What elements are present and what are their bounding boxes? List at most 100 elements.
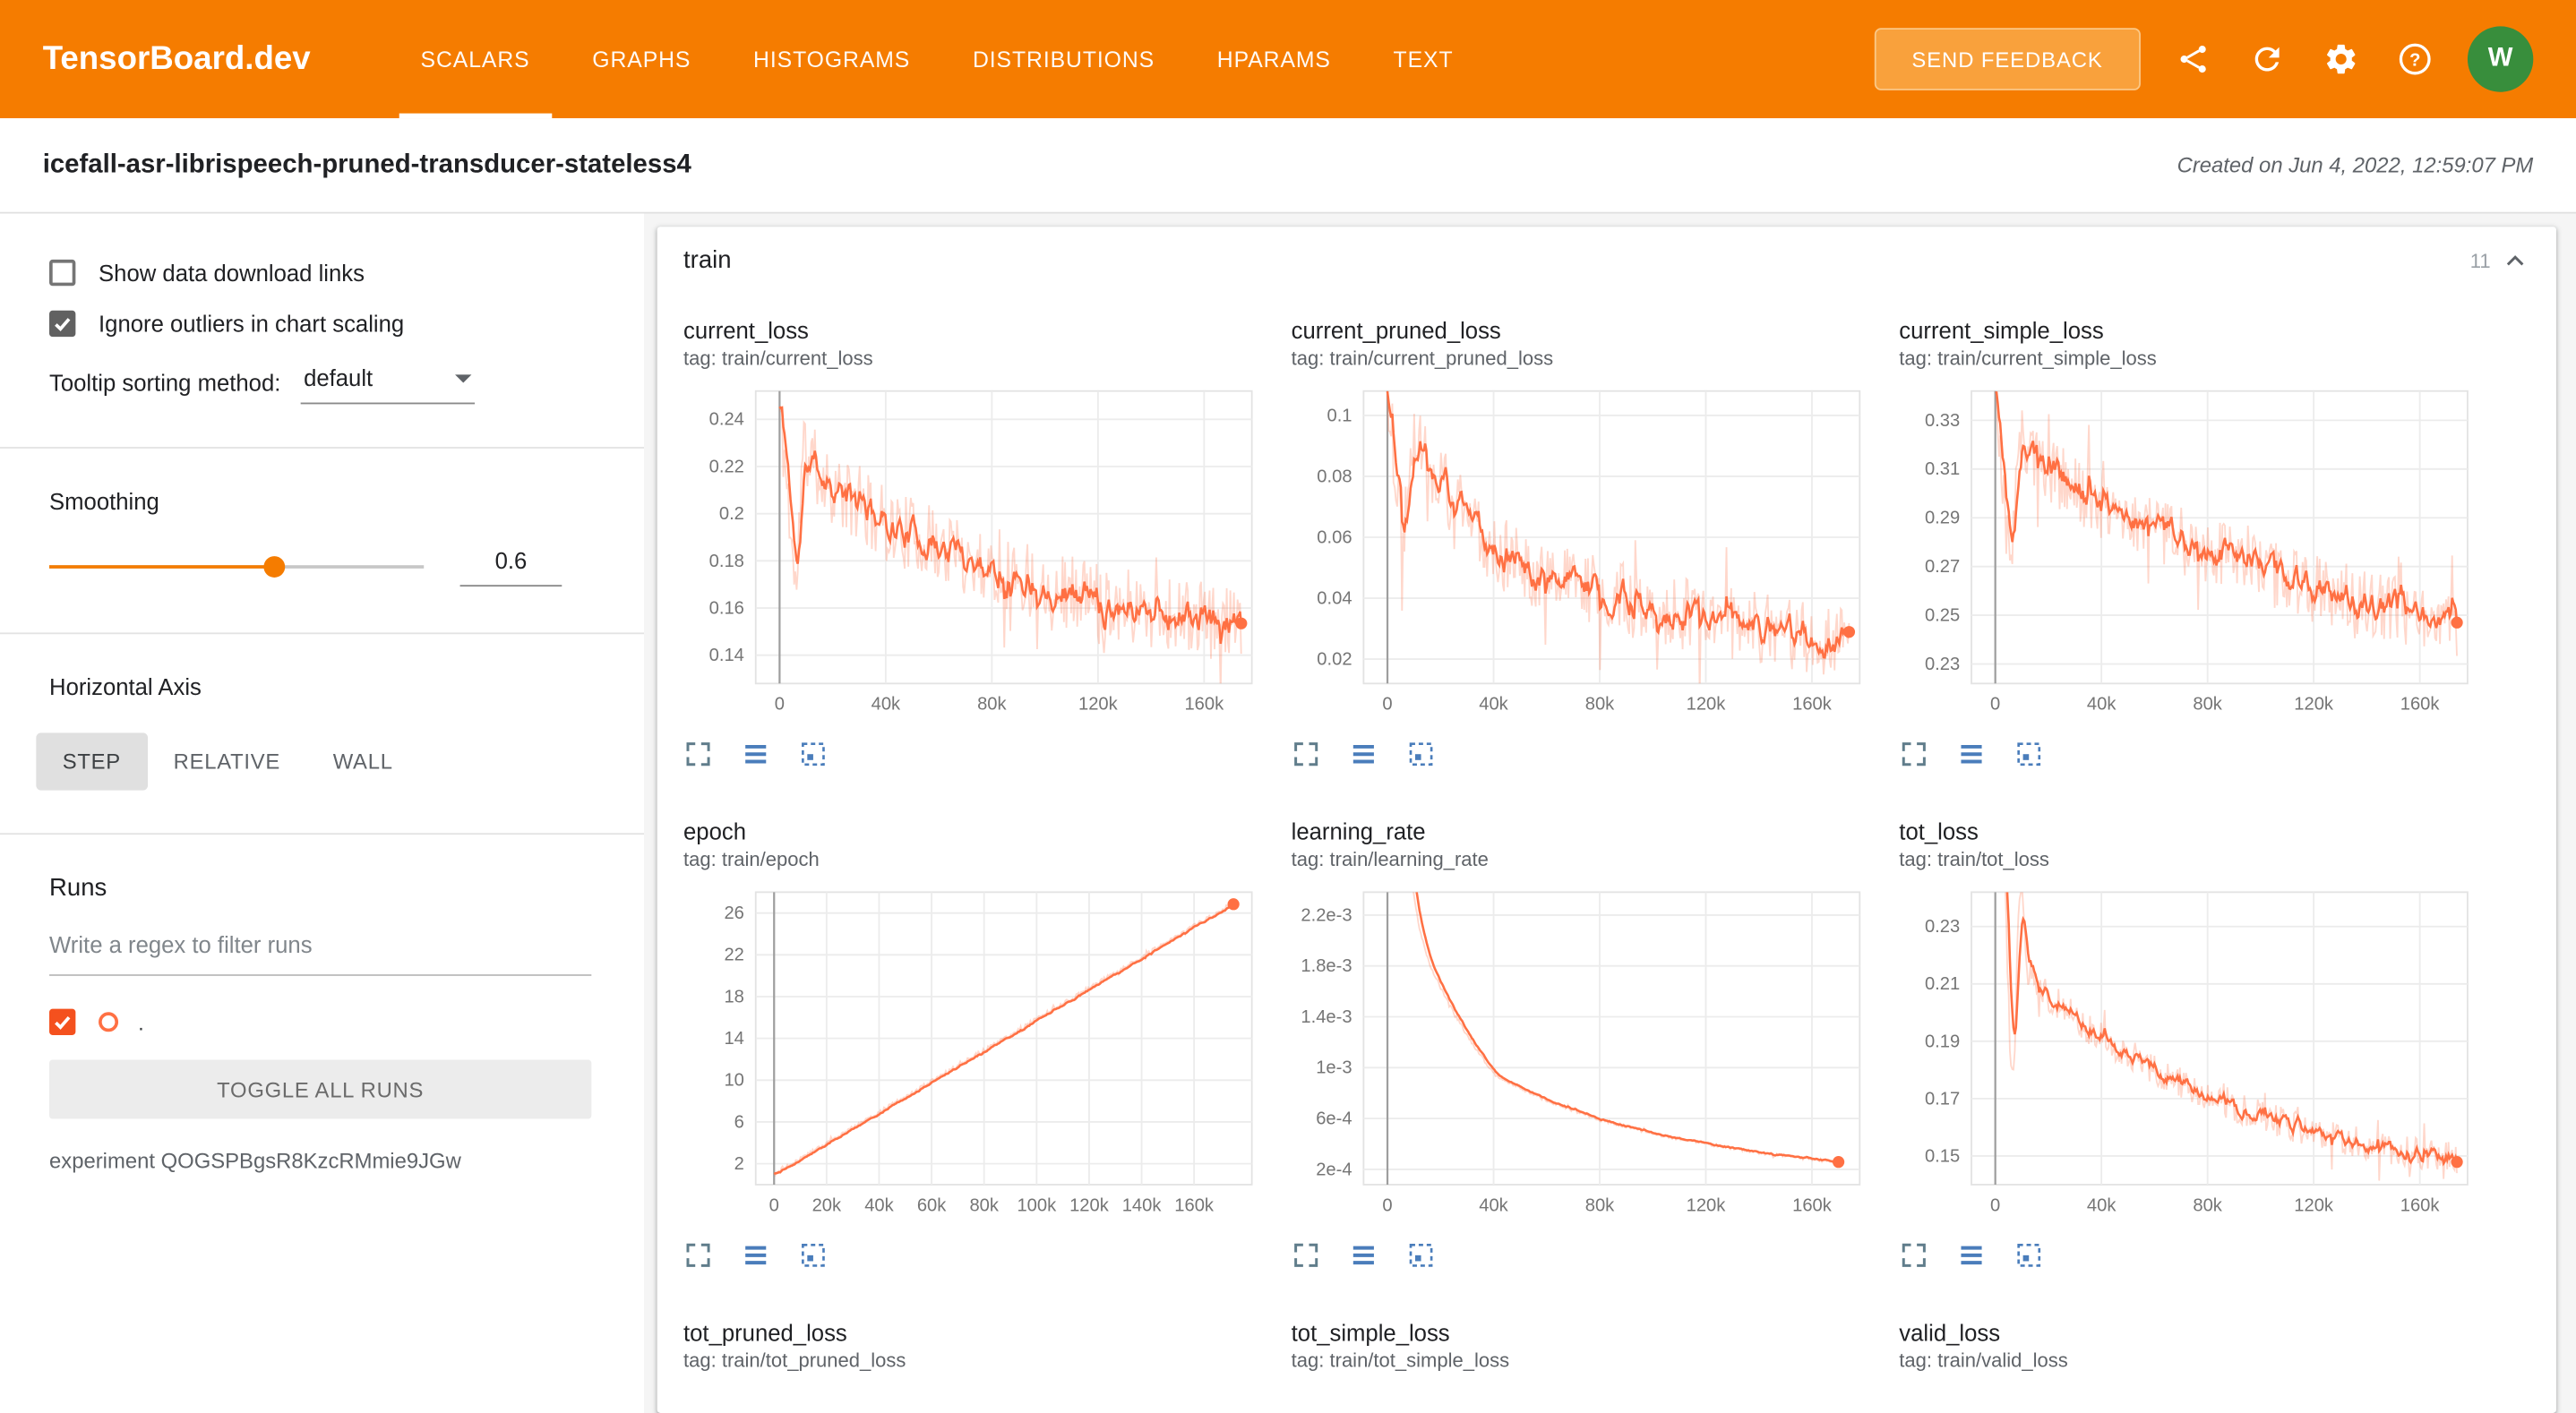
scalar-chart-card: current_pruned_loss tag: train/current_pr… xyxy=(1292,317,1870,769)
app-logo[interactable]: TensorBoard.dev xyxy=(42,39,311,77)
avatar[interactable]: W xyxy=(2467,26,2534,92)
smoothing-slider[interactable] xyxy=(49,556,425,578)
svg-text:26: 26 xyxy=(724,903,743,923)
tab-text[interactable]: TEXT xyxy=(1393,47,1454,72)
fit-domain-button[interactable] xyxy=(798,740,828,769)
fit-domain-button[interactable] xyxy=(798,1240,828,1270)
scalar-line-chart[interactable] xyxy=(683,1383,1262,1413)
svg-text:10: 10 xyxy=(724,1071,743,1091)
chart-title: epoch xyxy=(683,818,747,845)
svg-text:2e-4: 2e-4 xyxy=(1316,1160,1352,1179)
run-color-swatch xyxy=(99,1012,119,1032)
svg-text:40k: 40k xyxy=(2087,695,2117,715)
data-table-button[interactable] xyxy=(741,1240,770,1270)
smoothing-value-field[interactable]: 0.6 xyxy=(459,547,562,587)
refresh-icon[interactable] xyxy=(2245,38,2288,81)
divider xyxy=(0,833,644,835)
svg-text:40k: 40k xyxy=(864,1195,894,1215)
svg-text:0.19: 0.19 xyxy=(1925,1032,1960,1051)
chart-title: current_pruned_loss xyxy=(1291,317,1501,344)
scalar-chart-card: tot_loss tag: train/tot_loss 0.15 0.17 0.19 0… xyxy=(1899,818,2477,1271)
data-table-button[interactable] xyxy=(1349,1240,1378,1270)
expand-chart-button[interactable] xyxy=(1899,1240,1928,1270)
expand-chart-button[interactable] xyxy=(1899,740,1928,769)
scalar-line-chart[interactable] xyxy=(1292,1383,1870,1413)
toggle-all-runs-button[interactable]: TOGGLE ALL RUNS xyxy=(49,1059,592,1119)
help-icon[interactable]: ? xyxy=(2393,38,2436,81)
tab-histograms[interactable]: HISTOGRAMS xyxy=(753,47,911,72)
scalar-line-chart[interactable]: 0.15 0.17 0.19 0.21 0.23 0 40k 80k 120k 160k xyxy=(1899,882,2477,1224)
data-table-button[interactable] xyxy=(1349,740,1378,769)
run-checkbox[interactable] xyxy=(49,1008,76,1035)
runs-filter-input[interactable] xyxy=(49,931,592,976)
expand-chart-button[interactable] xyxy=(683,740,713,769)
settings-gear-icon[interactable] xyxy=(2320,38,2363,81)
svg-text:0.15: 0.15 xyxy=(1925,1146,1960,1166)
data-table-button[interactable] xyxy=(741,740,770,769)
svg-text:100k: 100k xyxy=(1017,1195,1057,1215)
collapse-group-button[interactable] xyxy=(2503,249,2527,272)
expand-chart-button[interactable] xyxy=(683,1240,713,1270)
fit-domain-button[interactable] xyxy=(2014,1240,2044,1270)
axis-wall-button[interactable]: WALL xyxy=(332,749,393,775)
chart-actions xyxy=(1292,740,1870,769)
divider xyxy=(0,447,644,449)
svg-text:0: 0 xyxy=(775,695,785,715)
svg-text:160k: 160k xyxy=(1174,1195,1215,1215)
svg-text:160k: 160k xyxy=(1792,1195,1833,1215)
send-feedback-button[interactable]: SEND FEEDBACK xyxy=(1874,28,2141,90)
smoothing-slider-thumb[interactable] xyxy=(263,556,285,578)
scalar-chart-card: tot_simple_loss tag: train/tot_simple_los… xyxy=(1292,1319,1870,1413)
axis-relative-button[interactable]: RELATIVE xyxy=(173,749,281,775)
chart-title: current_simple_loss xyxy=(1899,317,2104,344)
svg-text:40k: 40k xyxy=(1479,695,1508,715)
svg-text:160k: 160k xyxy=(2400,1195,2441,1215)
data-table-button[interactable] xyxy=(1957,740,1987,769)
svg-text:0.02: 0.02 xyxy=(1317,650,1352,670)
tab-graphs[interactable]: GRAPHS xyxy=(592,47,691,72)
scalar-line-chart[interactable]: 0.14 0.16 0.18 0.2 0.22 0.24 0 40k 80k 120k 160k xyxy=(683,381,1262,724)
scalar-chart-card: valid_loss tag: train/valid_loss xyxy=(1899,1319,2477,1413)
scalar-line-chart[interactable] xyxy=(1899,1383,2477,1413)
svg-text:80k: 80k xyxy=(1585,1195,1615,1215)
axis-step-button[interactable]: STEP xyxy=(36,732,148,791)
share-icon[interactable] xyxy=(2172,38,2215,81)
chart-tag: tag: train/tot_pruned_loss xyxy=(683,1349,906,1373)
nav-tabs: SCALARS GRAPHS HISTOGRAMS DISTRIBUTIONS … xyxy=(390,0,1485,119)
scalar-line-chart[interactable]: 0.23 0.25 0.27 0.29 0.31 0.33 0 40k 80k 120k 160k xyxy=(1899,381,2477,724)
scalar-line-chart[interactable]: 2e-4 6e-4 1e-3 1.4e-3 1.8e-3 2.2e-3 0 40k 80k 120… xyxy=(1292,882,1870,1224)
tab-hparams[interactable]: HPARAMS xyxy=(1216,47,1331,72)
tab-scalars[interactable]: SCALARS xyxy=(390,0,562,119)
fit-domain-button[interactable] xyxy=(1406,740,1436,769)
chart-tag: tag: train/tot_loss xyxy=(1899,847,2049,871)
svg-text:0.21: 0.21 xyxy=(1925,974,1960,994)
ignore-outliers-checkbox[interactable] xyxy=(49,310,76,338)
train-group-header[interactable]: train 11 xyxy=(657,227,2556,284)
scalar-chart-card: current_simple_loss tag: train/current_si… xyxy=(1899,317,2477,769)
expand-chart-button[interactable] xyxy=(1292,740,1321,769)
fit-domain-button[interactable] xyxy=(1406,1240,1436,1270)
tooltip-sorting-select[interactable]: default xyxy=(300,362,475,405)
svg-text:0.25: 0.25 xyxy=(1925,606,1960,626)
svg-text:120k: 120k xyxy=(1687,695,1727,715)
experiment-header: icefall-asr-librispeech-pruned-transduce… xyxy=(0,118,2576,214)
svg-text:0.33: 0.33 xyxy=(1925,411,1960,431)
fit-domain-button[interactable] xyxy=(2014,740,2044,769)
svg-text:0.31: 0.31 xyxy=(1925,459,1960,479)
scalar-chart-card: tot_pruned_loss tag: train/tot_pruned_los… xyxy=(683,1319,1262,1413)
data-table-button[interactable] xyxy=(1957,1240,1987,1270)
show-download-links-checkbox[interactable] xyxy=(49,259,76,287)
svg-text:0.22: 0.22 xyxy=(709,457,744,476)
svg-text:0.2: 0.2 xyxy=(719,504,744,524)
run-name: . xyxy=(138,1009,144,1035)
expand-chart-button[interactable] xyxy=(1292,1240,1321,1270)
tab-distributions[interactable]: DISTRIBUTIONS xyxy=(972,47,1155,72)
scalar-line-chart[interactable]: 0.02 0.04 0.06 0.08 0.1 0 40k 80k 120k 160k xyxy=(1292,381,1870,724)
svg-text:0.08: 0.08 xyxy=(1317,467,1352,486)
svg-text:0.29: 0.29 xyxy=(1925,509,1960,528)
svg-text:120k: 120k xyxy=(1687,1195,1727,1215)
svg-text:0.17: 0.17 xyxy=(1925,1089,1960,1109)
experiment-title: icefall-asr-librispeech-pruned-transduce… xyxy=(42,150,691,179)
svg-text:140k: 140k xyxy=(1122,1195,1163,1215)
